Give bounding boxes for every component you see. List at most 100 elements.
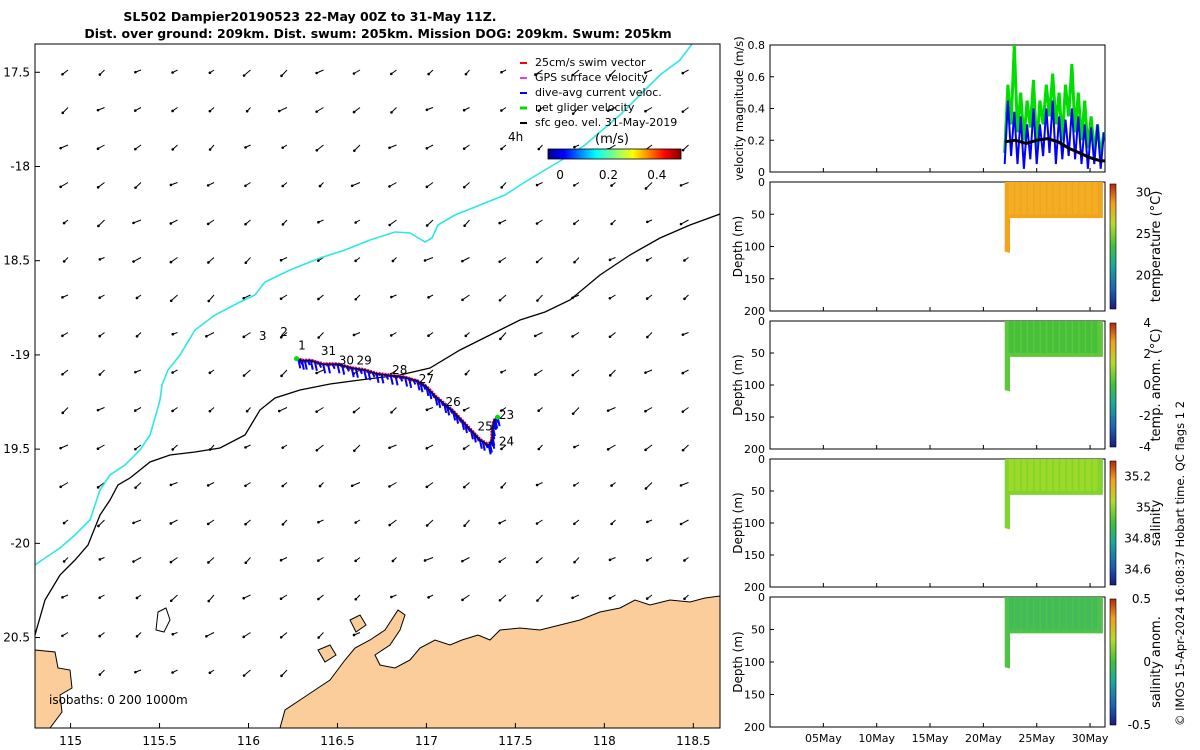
current-arrow <box>426 219 434 226</box>
velocity-series-line <box>1003 44 1106 157</box>
current-arrow-head <box>242 374 246 377</box>
current-arrow-head <box>534 73 537 76</box>
current-arrow <box>208 594 215 602</box>
heatmap-cell <box>1015 182 1021 215</box>
current-arrow-head <box>61 111 65 115</box>
colorbar-variable-label: salinity <box>1149 499 1164 546</box>
current-arrow-head <box>534 373 537 376</box>
current-arrow-head <box>535 560 539 564</box>
current-arrow-head <box>317 336 320 339</box>
current-arrow-head <box>171 448 175 451</box>
current-arrow-head <box>427 372 430 376</box>
heatmap-cell <box>1015 459 1021 491</box>
speed-colorbar-tick-label: 0.4 <box>647 168 666 182</box>
current-arrow-head <box>242 596 246 600</box>
current-arrow-head <box>681 371 685 375</box>
current-arrow-head <box>390 295 393 299</box>
current-arrow-head <box>208 671 212 675</box>
heatmap-cell <box>1040 597 1046 630</box>
current-arrow-head <box>169 183 173 187</box>
current-arrow <box>499 332 507 340</box>
current-arrow-head <box>317 636 320 639</box>
current-arrow <box>133 557 142 562</box>
current-arrow-head <box>644 187 648 190</box>
legend-net-label: net glider velocity <box>535 101 635 114</box>
variable-colorbar <box>1109 460 1117 586</box>
current-arrow-head <box>244 146 247 149</box>
current-arrow-head <box>96 108 100 112</box>
current-arrow-head <box>500 70 503 74</box>
current-arrow <box>353 444 361 452</box>
current-arrow-head <box>498 298 502 302</box>
current-arrow-head <box>463 224 466 228</box>
heatmap-cell <box>1047 459 1053 491</box>
current-arrow-head <box>498 598 502 602</box>
current-arrow-head <box>679 484 683 487</box>
current-arrow-head <box>500 409 503 412</box>
current-arrow-head <box>98 296 102 300</box>
heatmap-cell <box>1028 597 1034 630</box>
colorbar-tick-label: 0 <box>1143 378 1151 392</box>
current-arrow-head <box>208 71 212 75</box>
day-label: 26 <box>445 395 460 409</box>
current-arrow-head <box>500 186 503 189</box>
colorbar-unit-label: (m/s) <box>595 132 629 147</box>
isobath-200m <box>35 213 720 636</box>
current-arrow-head <box>205 334 208 338</box>
current-arrow <box>607 407 616 412</box>
depth-tick-label: 0 <box>758 176 765 189</box>
day-label: 28 <box>392 363 407 377</box>
current-arrow-head <box>61 73 64 76</box>
current-arrow-head <box>134 447 137 451</box>
current-arrow-head <box>645 558 649 562</box>
current-arrow <box>243 69 251 76</box>
current-arrow-head <box>317 520 320 524</box>
current-arrow-head <box>390 111 393 114</box>
heatmap-cell <box>1060 459 1066 491</box>
current-arrow-head <box>498 521 502 525</box>
current-arrow <box>426 519 434 526</box>
current-arrow-head <box>171 332 175 336</box>
map-x-tick-label: 116 <box>237 734 260 748</box>
current-arrows <box>59 69 689 678</box>
current-arrow-head <box>462 147 466 150</box>
current-arrow <box>316 444 324 451</box>
colorbar-tick-label: 0 <box>1143 655 1151 669</box>
variable-colorbar <box>1109 598 1117 726</box>
depth-tick-label: 100 <box>744 241 765 254</box>
current-arrow <box>680 219 689 225</box>
heatmap-cell <box>1066 597 1072 630</box>
current-arrow-head <box>679 222 683 226</box>
current-arrow-head <box>610 522 613 526</box>
current-arrow-head <box>169 560 173 564</box>
velocity-y-tick-label: 0 <box>758 166 765 179</box>
heatmap-cell <box>1008 597 1014 630</box>
variable-colorbar <box>1109 183 1117 310</box>
colorbar-tick-label: 4 <box>1143 316 1151 330</box>
velocity-y-label: velocity magnitude (m/s) <box>732 36 746 181</box>
current-arrow-head <box>169 299 173 303</box>
colorbar-tick-label: 35 <box>1136 501 1151 515</box>
current-arrow-head <box>59 146 62 150</box>
current-arrow-head <box>352 633 356 637</box>
current-arrow-head <box>62 521 66 525</box>
current-arrow-head <box>133 109 137 112</box>
current-arrow-head <box>352 72 356 75</box>
heatmap-cell <box>1047 182 1053 215</box>
current-arrow <box>206 632 215 637</box>
current-arrow <box>680 482 689 486</box>
current-arrow-head <box>208 371 212 375</box>
current-arrow-head <box>317 559 320 562</box>
current-arrow-head <box>277 409 281 413</box>
heatmap-cell <box>1008 459 1014 491</box>
current-arrow-head <box>169 599 173 603</box>
current-arrow-head <box>315 410 318 413</box>
current-arrow <box>208 294 215 302</box>
current-arrow-head <box>536 299 539 302</box>
map-panel: 115 115.5 116 116.5 117 117.5 118 118.5 17.5-18… <box>3 43 721 748</box>
current-arrow <box>535 332 543 337</box>
current-arrow-head <box>536 599 539 602</box>
current-arrow-head <box>425 408 429 412</box>
current-arrow-head <box>206 484 210 487</box>
current-arrow-head <box>242 635 246 639</box>
